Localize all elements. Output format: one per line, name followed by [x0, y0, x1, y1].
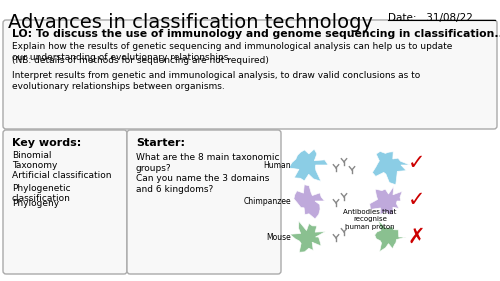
Text: Phylogeny: Phylogeny [12, 199, 59, 208]
Text: Artificial classification: Artificial classification [12, 171, 112, 180]
Polygon shape [374, 221, 406, 252]
Text: LO: To discuss the use of immunology and genome sequencing in classification...: LO: To discuss the use of immunology and… [12, 29, 500, 39]
Polygon shape [294, 185, 324, 219]
FancyBboxPatch shape [3, 130, 127, 274]
Text: Taxonomy: Taxonomy [12, 161, 58, 170]
FancyBboxPatch shape [3, 20, 497, 129]
Text: Antibodies that
recognise
human proton: Antibodies that recognise human proton [344, 209, 396, 230]
Text: Advances in classification technology: Advances in classification technology [8, 13, 373, 32]
Polygon shape [290, 221, 326, 252]
Polygon shape [370, 186, 402, 215]
Text: Key words:: Key words: [12, 138, 81, 148]
Text: Human: Human [264, 160, 291, 169]
Text: ✓: ✓ [408, 153, 426, 173]
Text: Explain how the results of genetic sequencing and immunological analysis can hel: Explain how the results of genetic seque… [12, 42, 452, 62]
Text: What are the 8 main taxonomic
groups?: What are the 8 main taxonomic groups? [136, 153, 280, 173]
Text: ✗: ✗ [408, 227, 426, 247]
Text: Can you name the 3 domains
and 6 kingdoms?: Can you name the 3 domains and 6 kingdom… [136, 174, 270, 194]
Text: Interpret results from genetic and immunological analysis, to draw valid conclus: Interpret results from genetic and immun… [12, 71, 420, 91]
Text: (NB: details of methods for sequencing are not required): (NB: details of methods for sequencing a… [12, 56, 269, 65]
Text: Date:   31/08/22: Date: 31/08/22 [388, 13, 473, 23]
Text: Mouse: Mouse [266, 232, 291, 241]
Text: ✓: ✓ [408, 190, 426, 210]
Polygon shape [372, 151, 410, 185]
Polygon shape [288, 149, 328, 181]
Text: Chimpanzee: Chimpanzee [244, 196, 291, 205]
FancyBboxPatch shape [127, 130, 281, 274]
Text: Binomial: Binomial [12, 151, 51, 160]
Text: Phylogenetic
classification: Phylogenetic classification [12, 184, 71, 203]
Text: Starter:: Starter: [136, 138, 185, 148]
